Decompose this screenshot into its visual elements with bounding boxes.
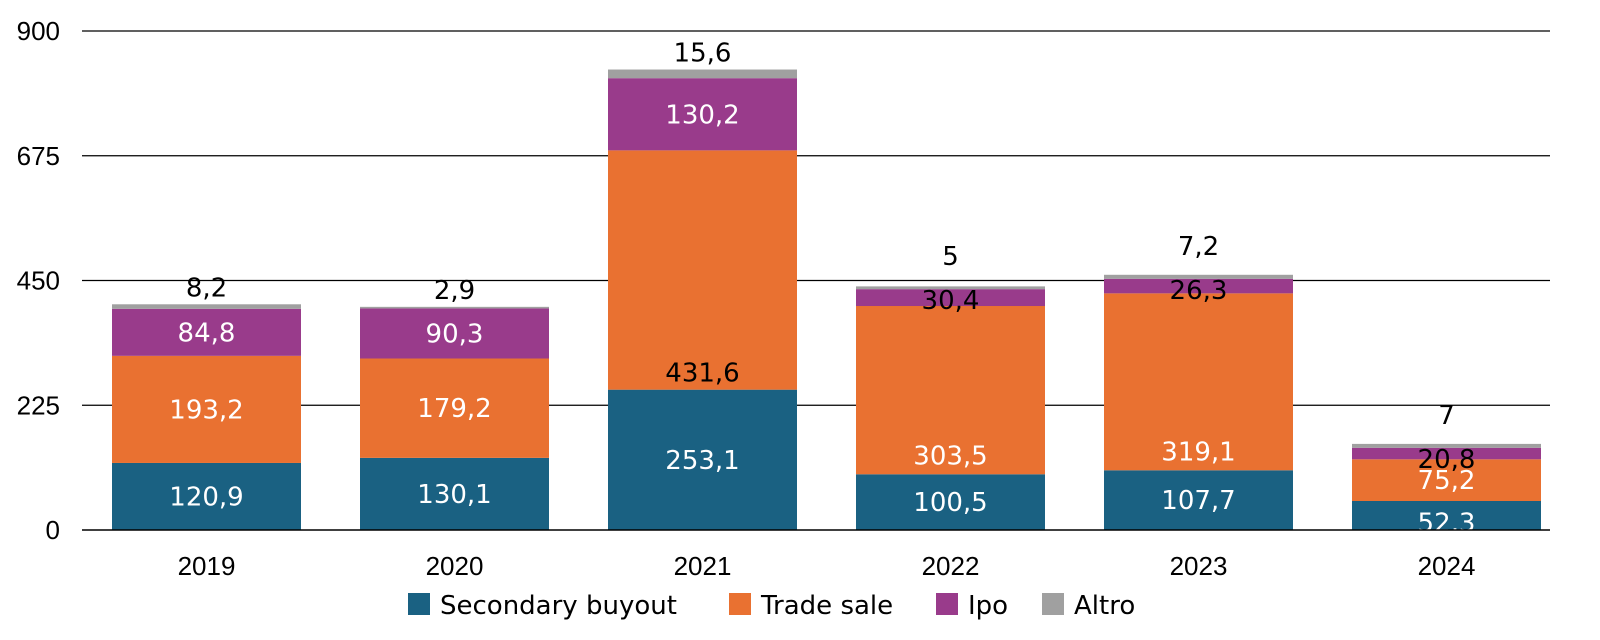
bar-trade-sale-2024 [1352, 459, 1541, 502]
data-label-secondary-buyout-2023: 107,7 [1161, 486, 1235, 516]
x-axis: 2019 2020 2021 2022 2023 2024 [82, 529, 1550, 581]
legend-swatch [936, 593, 958, 615]
data-label-trade-sale-2023: 319,1 [1161, 437, 1235, 467]
bar-altro-2020 [360, 306, 549, 309]
bar-ipo-2021 [608, 78, 797, 151]
legend-swatch [408, 593, 430, 615]
y-tick-label: 0 [46, 515, 60, 545]
grid [82, 30, 1550, 406]
bar-secondary-buyout-2023 [1104, 470, 1293, 530]
bar-secondary-buyout-2020 [360, 457, 549, 530]
y-tick-label: 225 [17, 390, 60, 420]
bar-ipo-2022 [856, 289, 1045, 307]
data-label-altro-2020: 2,9 [434, 276, 475, 306]
bar-altro-2023 [1104, 274, 1293, 279]
x-tick-label: 2020 [426, 551, 484, 581]
legend-item-ipo: Ipo [936, 591, 1008, 621]
legend-swatch [729, 593, 751, 615]
bar-ipo-2024 [1352, 447, 1541, 460]
legend: Secondary buyout Trade sale Ipo Altro [408, 591, 1135, 621]
bar-secondary-buyout-2022 [856, 474, 1045, 530]
data-label-trade-sale-2024: 75,2 [1418, 466, 1476, 496]
y-tick-label: 675 [17, 141, 60, 171]
data-label-altro-2019: 8,2 [186, 273, 227, 303]
bar-altro-2021 [608, 69, 797, 79]
legend-label: Altro [1074, 591, 1135, 621]
data-label-secondary-buyout-2021: 253,1 [665, 446, 739, 476]
data-label-trade-sale-2020: 179,2 [417, 394, 491, 424]
data-label-secondary-buyout-2019: 120,9 [169, 482, 243, 512]
bar-ipo-2023 [1104, 278, 1293, 294]
legend-swatch [1042, 593, 1064, 615]
legend-item-trade-sale: Trade sale [729, 591, 893, 621]
bar-trade-sale-2022 [856, 306, 1045, 475]
legend-item-altro: Altro [1042, 591, 1135, 621]
bar-secondary-buyout-2024 [1352, 501, 1541, 530]
data-label-ipo-2023: 26,3 [1170, 276, 1228, 306]
bars [112, 69, 1541, 530]
bar-trade-sale-2021 [608, 150, 797, 390]
data-label-altro-2021: 15,6 [674, 39, 732, 69]
data-label-secondary-buyout-2022: 100,5 [913, 488, 987, 518]
legend-label: Trade sale [760, 591, 893, 621]
x-tick-label: 2022 [922, 551, 980, 581]
y-axis: 0 225 450 675 900 [17, 16, 60, 545]
data-label-trade-sale-2022: 303,5 [913, 441, 987, 471]
bar-altro-2022 [856, 286, 1045, 290]
x-tick-label: 2024 [1418, 551, 1476, 581]
data-label-altro-2023: 7,2 [1178, 232, 1219, 262]
bar-ipo-2020 [360, 308, 549, 359]
data-label-trade-sale-2019: 193,2 [169, 395, 243, 425]
data-label-ipo-2019: 84,8 [178, 318, 236, 348]
bar-trade-sale-2019 [112, 355, 301, 463]
y-tick-label: 900 [17, 16, 60, 46]
bar-trade-sale-2023 [1104, 293, 1293, 471]
bar-altro-2019 [112, 304, 301, 309]
bar-labels: 120,9 193,2 84,8 8,2 130,1 179,2 90,3 2,9 253,1 4… [169, 39, 1475, 539]
y-tick-label: 450 [17, 266, 60, 296]
data-label-ipo-2020: 90,3 [426, 319, 484, 349]
data-label-altro-2024: 7 [1438, 401, 1455, 431]
legend-label: Secondary buyout [440, 591, 677, 621]
data-label-ipo-2022: 30,4 [922, 286, 980, 316]
data-label-ipo-2021: 130,2 [665, 100, 739, 130]
bar-secondary-buyout-2021 [608, 389, 797, 530]
x-tick-label: 2023 [1170, 551, 1228, 581]
legend-label: Ipo [968, 591, 1008, 621]
data-label-trade-sale-2021: 431,6 [665, 359, 739, 389]
bar-secondary-buyout-2019 [112, 462, 301, 530]
data-label-secondary-buyout-2020: 130,1 [417, 480, 491, 510]
data-label-secondary-buyout-2024: 52,3 [1418, 509, 1476, 539]
x-tick-label: 2019 [178, 551, 236, 581]
bar-altro-2024 [1352, 443, 1541, 448]
legend-item-secondary-buyout: Secondary buyout [408, 591, 677, 621]
bar-trade-sale-2020 [360, 358, 549, 458]
bar-ipo-2019 [112, 308, 301, 356]
data-label-ipo-2024: 20,8 [1418, 445, 1476, 475]
data-label-altro-2022: 5 [942, 242, 959, 272]
x-tick-label: 2021 [674, 551, 732, 581]
